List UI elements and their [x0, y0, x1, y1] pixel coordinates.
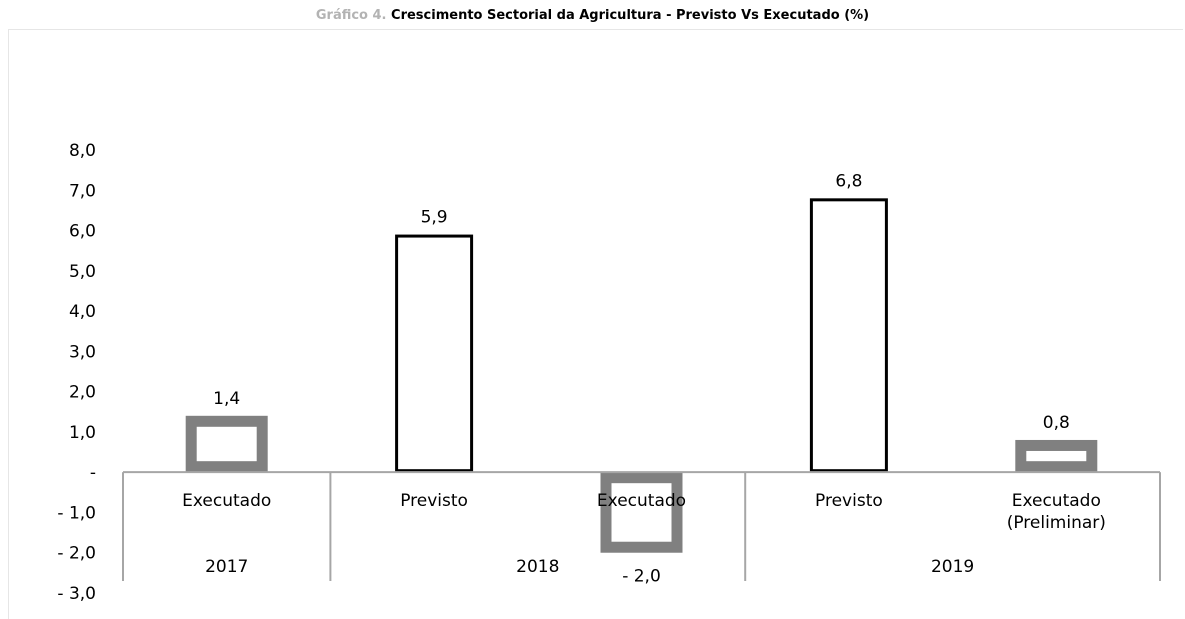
bar-executado	[600, 472, 683, 553]
y-tick-label: 1,0	[69, 423, 96, 443]
chart-frame	[8, 29, 1183, 619]
y-tick-label: 8,0	[69, 141, 96, 161]
y-tick-label: - 2,0	[57, 544, 96, 564]
y-tick-label: 3,0	[69, 342, 96, 362]
chart-title-prefix: Gráfico 4.	[315, 8, 387, 23]
bar-previsto	[809, 198, 888, 473]
data-label: 5,9	[421, 208, 448, 228]
x-category-label: (Preliminar)	[1007, 513, 1106, 533]
y-tick-label: 6,0	[69, 222, 96, 242]
data-label: 6,8	[835, 171, 862, 191]
x-category-label: Previsto	[400, 491, 468, 511]
x-group-label: 2017	[205, 557, 248, 577]
x-category-label: Executado	[182, 491, 271, 511]
y-tick-label: -	[90, 463, 96, 483]
chart-title-text: Crescimento Sectorial da Agricultura - P…	[391, 8, 870, 23]
y-tick-label: 7,0	[69, 181, 96, 201]
data-label: 0,8	[1043, 413, 1070, 433]
x-category-label: Previsto	[815, 491, 883, 511]
data-label: 1,4	[213, 389, 240, 409]
y-tick-label: 4,0	[69, 302, 96, 322]
bar-previsto	[395, 234, 474, 473]
chart-title: Gráfico 4. Crescimento Sectorial da Agri…	[0, 8, 1185, 23]
y-tick-label: 2,0	[69, 383, 96, 403]
x-category-label: Executado	[597, 491, 686, 511]
bar-executado	[185, 415, 268, 473]
y-tick-label: - 1,0	[57, 503, 96, 523]
x-group-label: 2018	[516, 557, 559, 577]
data-label: - 2,0	[622, 567, 661, 587]
x-group-label: 2019	[931, 557, 974, 577]
x-category-label: Executado	[1012, 491, 1101, 511]
y-tick-label: - 3,0	[57, 584, 96, 604]
y-tick-label: 5,0	[69, 262, 96, 282]
bar-executado	[1015, 439, 1098, 473]
